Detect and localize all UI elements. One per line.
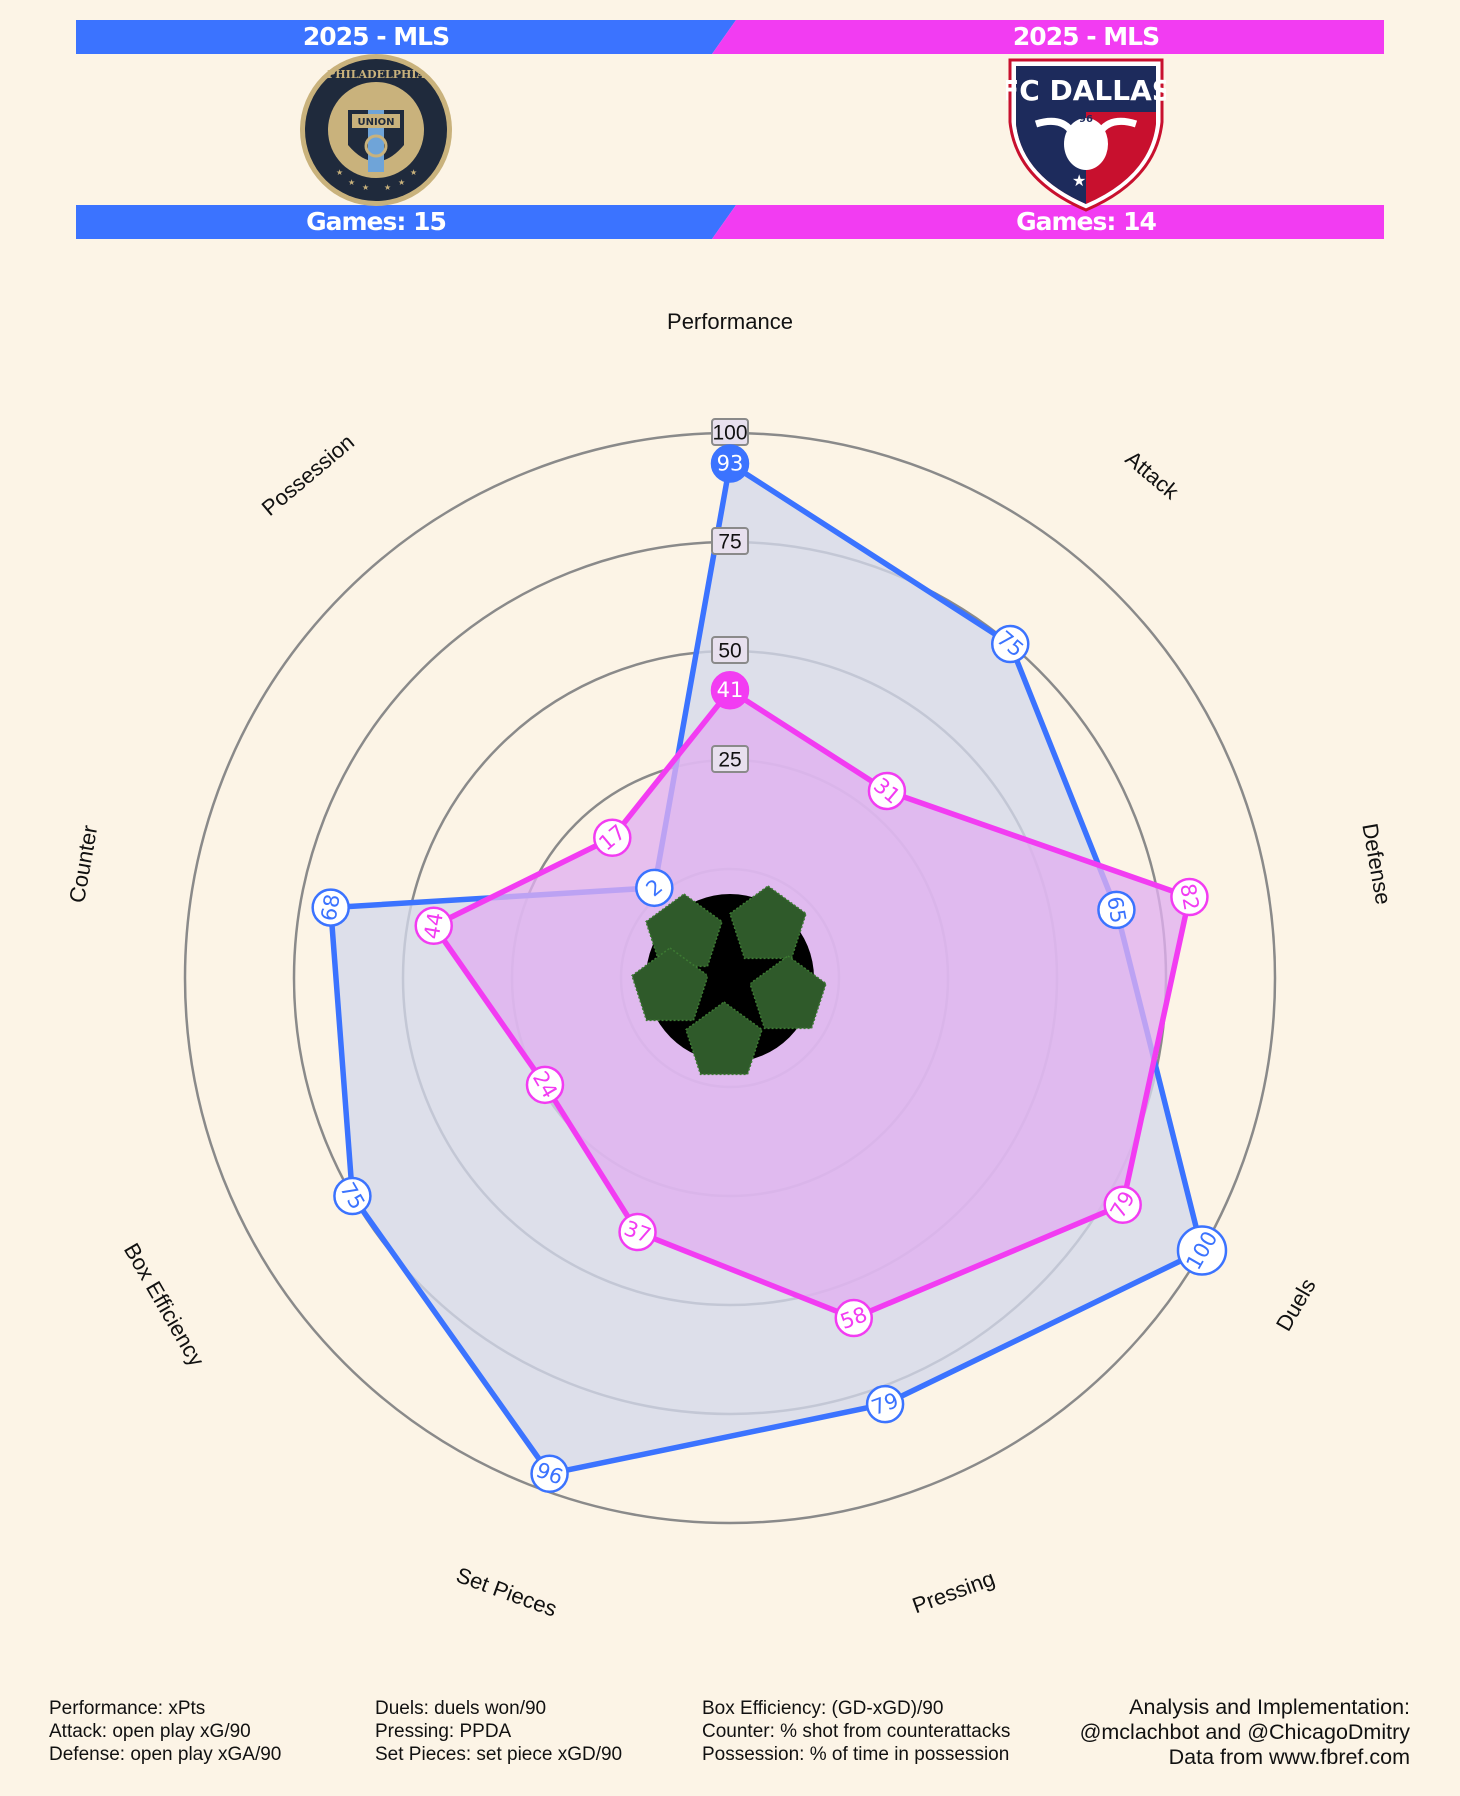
- svg-text:★: ★: [398, 178, 405, 187]
- credit-line: Data from www.fbref.com: [1168, 1745, 1410, 1769]
- svg-text:★: ★: [1072, 171, 1086, 190]
- value-marker: [865, 1384, 905, 1424]
- league-banner-background: [76, 20, 1384, 54]
- value-marker: [311, 888, 350, 927]
- ring-label: 50: [718, 640, 741, 663]
- axis-label: Possession: [257, 429, 359, 520]
- value-marker: [834, 1298, 874, 1338]
- footer-line: Attack: open play xG/90: [49, 1721, 251, 1742]
- ring-label: 25: [718, 749, 741, 772]
- radar-chart: Performance Attack Defense Duels Pressing Set…: [64, 309, 1396, 1622]
- value-marker: [1103, 1185, 1142, 1224]
- axis-label: Counter: [64, 823, 102, 904]
- soccer-ball-icon: [631, 885, 827, 1076]
- footer-line: Duels: duels won/90: [375, 1698, 547, 1719]
- svg-text:★: ★: [410, 168, 417, 177]
- games-banner: Games: 15 Games: 14: [76, 205, 1384, 239]
- ring-labels: 25 50 75 100: [711, 418, 749, 773]
- value-marker: [1170, 877, 1209, 917]
- axis-label: Attack: [1121, 446, 1185, 505]
- footer-line: Performance: xPts: [49, 1698, 206, 1719]
- games-banner-background: [76, 205, 1384, 239]
- value-label: 93: [717, 452, 744, 476]
- value-marker: [530, 1454, 569, 1493]
- footer-line: Counter: % shot from counterattacks: [702, 1721, 1011, 1742]
- axis-label: Defense: [1357, 821, 1396, 906]
- ring-label-box: [711, 527, 749, 555]
- value-label: 41: [717, 678, 744, 702]
- value-marker: [593, 818, 632, 857]
- fc-dallas-logo: FC DALLAS 96 ★: [1006, 58, 1166, 212]
- value-marker: [525, 1065, 565, 1105]
- value-label: 44: [420, 911, 448, 941]
- footer-line: Pressing: PPDA: [375, 1721, 512, 1742]
- footer-line: Defense: open play xGA/90: [49, 1744, 282, 1765]
- footer-line: Box Efficiency: (GD-xGD)/90: [702, 1698, 944, 1719]
- value-marker: [414, 906, 453, 946]
- ring-label-box: [711, 745, 749, 773]
- right-games-label: Games: 14: [1016, 207, 1157, 236]
- ball-panel: [749, 955, 827, 1030]
- svg-text:FC DALLAS: FC DALLAS: [1006, 74, 1166, 107]
- svg-text:★: ★: [362, 183, 369, 192]
- ball-panel: [631, 947, 709, 1022]
- value-marker: [635, 868, 674, 908]
- ring-label-box: [711, 636, 749, 664]
- credits: Analysis and Implementation: @mclachbot …: [1080, 1695, 1410, 1770]
- ball-center-panel: [705, 952, 755, 1000]
- ring-label: 100: [712, 422, 747, 445]
- value-label: 68: [317, 892, 345, 922]
- svg-text:★: ★: [336, 168, 343, 177]
- svg-text:96: 96: [1079, 114, 1093, 125]
- value-label: 82: [1175, 882, 1203, 912]
- left-games-label: Games: 15: [306, 207, 447, 236]
- league-banner: 2025 - MLS 2025 - MLS: [76, 20, 1384, 54]
- value-marker: [710, 670, 750, 710]
- left-league-label: 2025 - MLS: [302, 22, 450, 51]
- value-label: 65: [1102, 895, 1130, 925]
- right-league-label: 2025 - MLS: [1012, 22, 1160, 51]
- credit-line: @mclachbot and @ChicagoDmitry: [1079, 1720, 1410, 1744]
- value-marker: [867, 771, 907, 811]
- credit-line: Analysis and Implementation:: [1129, 1695, 1410, 1719]
- value-marker: [710, 444, 750, 483]
- svg-text:★: ★: [384, 183, 391, 192]
- footer-line: Possession: % of time in possession: [702, 1744, 1010, 1765]
- ball-panel: [729, 885, 807, 960]
- axis-label: Duels: [1271, 1274, 1321, 1335]
- svg-text:★: ★: [348, 178, 355, 187]
- philadelphia-union-logo: UNION PHILADELPHIA ★ ★ ★ ★ ★ ★: [300, 54, 452, 206]
- value-marker: [618, 1212, 657, 1252]
- axis-label: Performance: [667, 309, 793, 334]
- svg-text:UNION: UNION: [357, 117, 394, 128]
- footer-legend-col2: Duels: duels won/90 Pressing: PPDA Set P…: [375, 1697, 622, 1766]
- axis-label: Set Pieces: [453, 1562, 560, 1621]
- ring-label: 75: [718, 531, 741, 554]
- ball-panel: [685, 1001, 763, 1076]
- axis-label: Pressing: [909, 1566, 998, 1619]
- footer-legend-col3: Box Efficiency: (GD-xGD)/90 Counter: % s…: [702, 1697, 1010, 1766]
- footer-line: Set Pieces: set piece xGD/90: [375, 1744, 623, 1765]
- value-marker: [1176, 1225, 1228, 1276]
- footer-legend-col1: Performance: xPts Attack: open play xG/9…: [49, 1697, 281, 1766]
- value-marker: [991, 624, 1030, 664]
- svg-text:PHILADELPHIA: PHILADELPHIA: [327, 68, 426, 81]
- value-marker: [1097, 890, 1136, 930]
- value-marker: [333, 1176, 372, 1216]
- axis-label: Box Efficiency: [119, 1239, 210, 1371]
